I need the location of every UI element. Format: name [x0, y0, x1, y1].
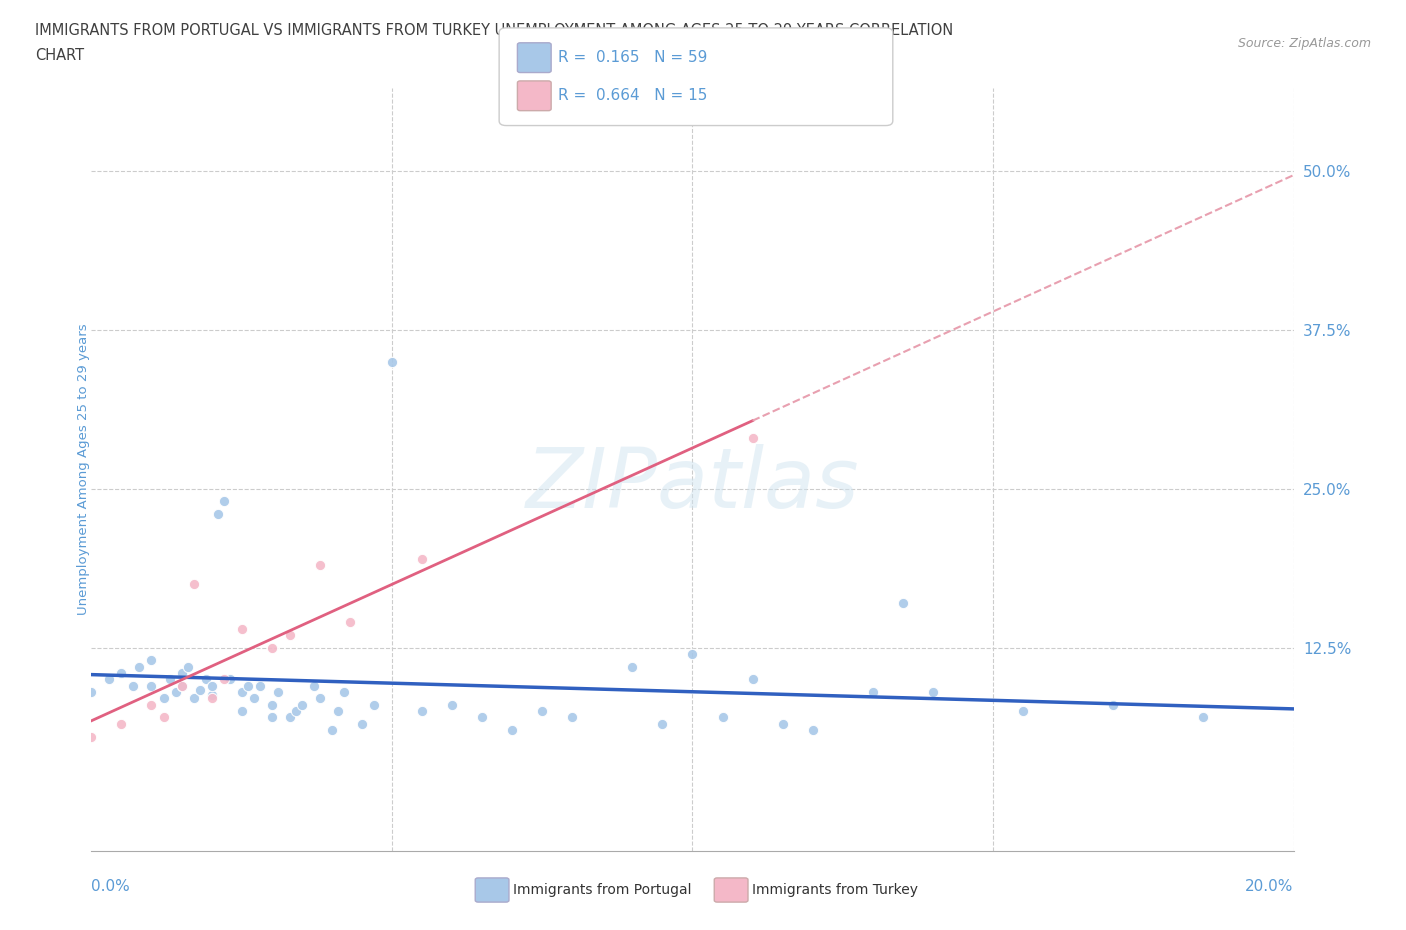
Point — [339, 615, 361, 630]
Point — [110, 666, 132, 681]
Point — [363, 698, 385, 712]
Text: 20.0%: 20.0% — [1246, 879, 1294, 894]
Text: IMMIGRANTS FROM PORTUGAL VS IMMIGRANTS FROM TURKEY UNEMPLOYMENT AMONG AGES 25 TO: IMMIGRANTS FROM PORTUGAL VS IMMIGRANTS F… — [35, 23, 953, 38]
Point — [152, 691, 174, 706]
Point — [711, 711, 734, 725]
Text: Immigrants from Turkey: Immigrants from Turkey — [752, 883, 918, 897]
Point — [278, 711, 301, 725]
Point — [862, 684, 884, 699]
Point — [651, 716, 673, 731]
Point — [891, 596, 914, 611]
Point — [218, 671, 240, 686]
Point — [267, 684, 290, 699]
Text: Source: ZipAtlas.com: Source: ZipAtlas.com — [1237, 37, 1371, 50]
Point — [170, 678, 193, 693]
Point — [183, 577, 205, 591]
Point — [1012, 704, 1035, 719]
Point — [278, 628, 301, 643]
Point — [231, 621, 253, 636]
Point — [801, 723, 824, 737]
Point — [249, 678, 271, 693]
Point — [411, 551, 433, 566]
Point — [1102, 698, 1125, 712]
Point — [201, 687, 224, 702]
Point — [302, 678, 325, 693]
Text: R =  0.165   N = 59: R = 0.165 N = 59 — [558, 50, 707, 65]
Point — [681, 646, 703, 661]
Point — [381, 354, 404, 369]
Text: R =  0.664   N = 15: R = 0.664 N = 15 — [558, 88, 707, 103]
Point — [165, 684, 187, 699]
Point — [308, 558, 330, 573]
Point — [122, 678, 145, 693]
Point — [201, 691, 224, 706]
Point — [141, 698, 163, 712]
Text: 0.0%: 0.0% — [91, 879, 131, 894]
Point — [501, 723, 523, 737]
Point — [141, 653, 163, 668]
Point — [621, 659, 644, 674]
Point — [260, 640, 283, 655]
Point — [772, 716, 794, 731]
Point — [231, 704, 253, 719]
Point — [561, 711, 583, 725]
Point — [333, 684, 356, 699]
Point — [531, 704, 554, 719]
Point — [321, 723, 343, 737]
Point — [291, 698, 314, 712]
Point — [194, 671, 217, 686]
Point — [80, 729, 103, 744]
Text: ZIPatlas: ZIPatlas — [526, 445, 859, 525]
Point — [741, 431, 763, 445]
Point — [212, 494, 235, 509]
Point — [411, 704, 433, 719]
Point — [98, 671, 121, 686]
Point — [141, 678, 163, 693]
Point — [152, 711, 174, 725]
Point — [308, 691, 330, 706]
Point — [284, 704, 307, 719]
Point — [207, 507, 229, 522]
Point — [260, 711, 283, 725]
Point — [110, 716, 132, 731]
Text: CHART: CHART — [35, 48, 84, 63]
Point — [183, 691, 205, 706]
Point — [170, 666, 193, 681]
Point — [159, 671, 181, 686]
Point — [741, 671, 763, 686]
Point — [80, 684, 103, 699]
Point — [1192, 711, 1215, 725]
Point — [236, 678, 259, 693]
Point — [260, 698, 283, 712]
Point — [188, 682, 211, 697]
Point — [326, 704, 349, 719]
Point — [176, 659, 198, 674]
Point — [471, 711, 494, 725]
Point — [922, 684, 945, 699]
Point — [170, 678, 193, 693]
Point — [350, 716, 373, 731]
Y-axis label: Unemployment Among Ages 25 to 29 years: Unemployment Among Ages 25 to 29 years — [76, 324, 90, 616]
Point — [242, 691, 264, 706]
Point — [440, 698, 463, 712]
Point — [231, 684, 253, 699]
Point — [212, 671, 235, 686]
Text: Immigrants from Portugal: Immigrants from Portugal — [513, 883, 692, 897]
Point — [201, 678, 224, 693]
Point — [128, 659, 150, 674]
